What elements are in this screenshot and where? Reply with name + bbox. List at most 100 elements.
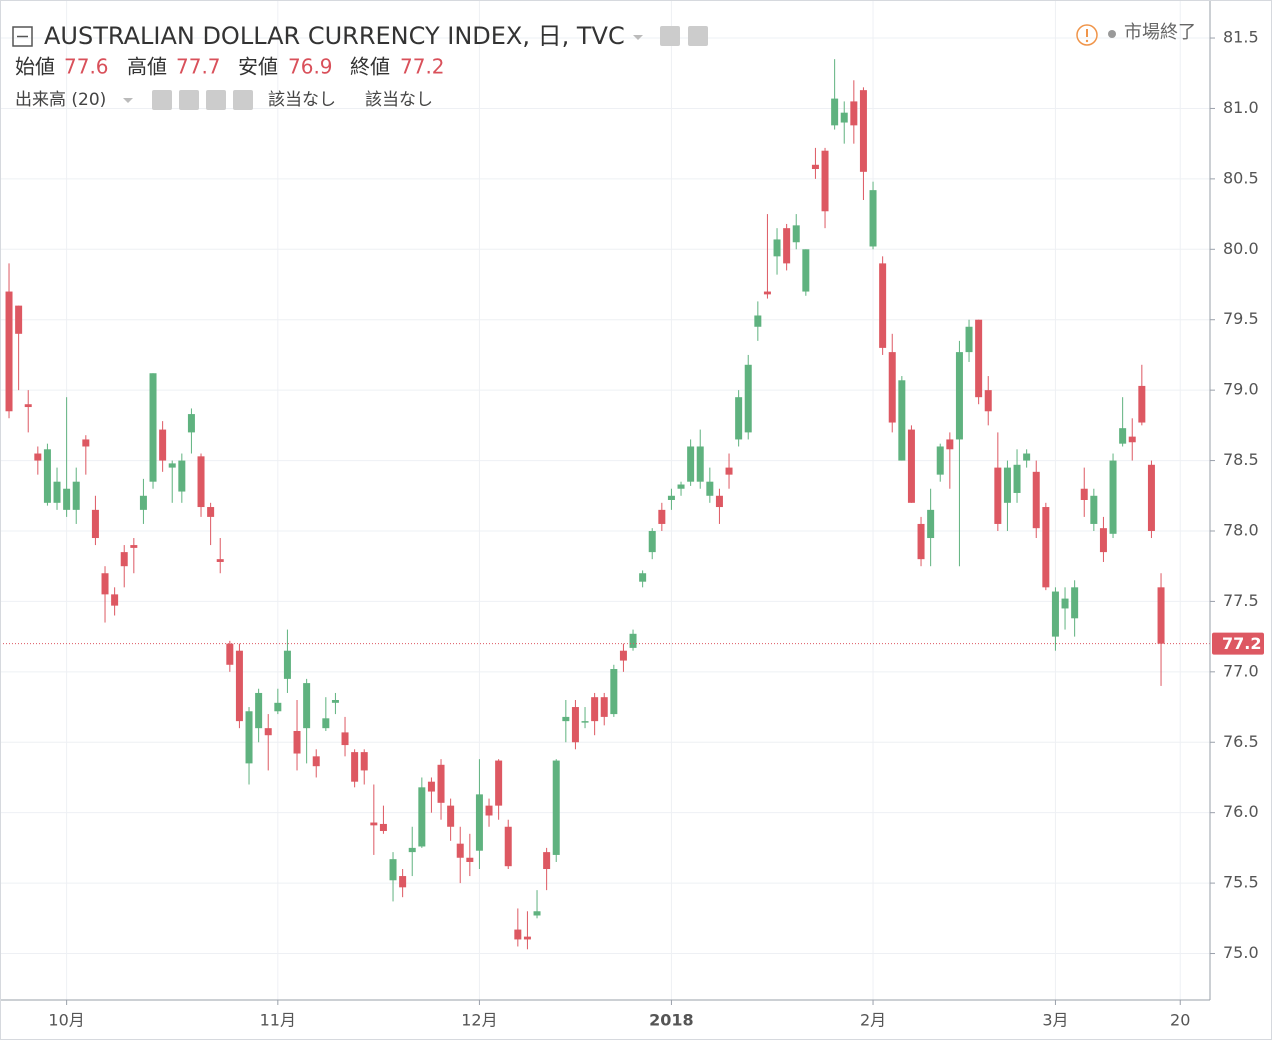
y-tick-label: 75.5 [1223, 873, 1259, 892]
title-dropdown[interactable] [633, 35, 643, 40]
x-tick-label: 2月 [860, 1011, 886, 1030]
settings-button[interactable] [179, 90, 199, 110]
candle-body [197, 456, 205, 508]
candle-body [533, 911, 541, 916]
candle-body [447, 805, 455, 827]
candle-body [283, 650, 291, 679]
candle-body [1061, 598, 1069, 609]
ohlc-value: 76.9 [288, 55, 333, 79]
ohlc-label: 終値 [350, 55, 390, 79]
status-dot [1108, 30, 1116, 38]
settings-button[interactable] [688, 26, 708, 46]
candle-body [303, 683, 311, 729]
candle-body [667, 495, 675, 500]
y-tick-label: 80.5 [1223, 168, 1259, 187]
candle-body [907, 429, 915, 503]
ohlc-value: 77.6 [64, 55, 109, 79]
volume-label: 出来高 (20) [15, 90, 106, 110]
candle-body [53, 481, 61, 503]
eye-button[interactable] [152, 90, 172, 110]
candle-body [159, 429, 167, 461]
candle-body [341, 732, 349, 746]
volume-value: 該当なし [268, 90, 336, 110]
candle-body [312, 756, 320, 767]
x-tick-label: 2018 [649, 1011, 694, 1030]
candle-body [466, 857, 474, 862]
candle-body [15, 305, 23, 334]
candle-body [898, 380, 906, 461]
candle-body [696, 446, 704, 482]
candle-body [360, 752, 368, 771]
status-icon[interactable] [1076, 24, 1098, 46]
ohlc-value: 77.7 [176, 55, 221, 79]
candle-body [379, 823, 387, 831]
candle-body [523, 936, 531, 940]
candle-body [207, 507, 215, 517]
candle-body [226, 643, 234, 665]
candle-body [763, 291, 771, 295]
candle-body [91, 509, 99, 539]
candle-body [139, 495, 147, 510]
candle-body [639, 573, 647, 582]
candle-body [955, 352, 963, 440]
candle-body [168, 463, 176, 468]
ohlc-label: 始値 [15, 55, 55, 79]
collapse-button[interactable] [12, 26, 33, 47]
remove-button[interactable] [233, 90, 253, 110]
candle-body [994, 467, 1002, 524]
candle-body [408, 847, 416, 853]
candle-body [1157, 587, 1165, 644]
add-button[interactable] [206, 90, 226, 110]
candle-body [658, 509, 666, 524]
volume-dropdown[interactable] [123, 98, 133, 103]
candle-body [101, 573, 109, 595]
candle-body [1003, 467, 1011, 503]
y-tick-label: 80.0 [1223, 239, 1259, 258]
candle-body [485, 805, 493, 816]
candle-body [1147, 464, 1155, 531]
ohlc-label: 安値 [238, 55, 278, 79]
x-tick-label: 3月 [1042, 1011, 1068, 1030]
x-tick-label: 20 [1170, 1011, 1190, 1030]
y-tick-label: 81.0 [1223, 98, 1259, 117]
axes: 75.0 75.5 76.0 76.5 77.0 77.5 78.0 78.5 79.0 79.5… [48, 28, 1264, 1030]
candle-body [879, 263, 887, 348]
candle-body [610, 669, 618, 715]
candle-body [43, 449, 51, 503]
candle-body [1042, 507, 1050, 588]
candle-body [24, 404, 32, 408]
candle-body [63, 488, 71, 510]
candle-body [600, 697, 608, 717]
candle-body [216, 559, 224, 562]
candle-body [1051, 591, 1059, 637]
y-tick-label: 78.5 [1223, 450, 1259, 469]
candle-body [72, 481, 80, 510]
candle-body [475, 794, 483, 851]
y-tick-label: 76.5 [1223, 732, 1259, 751]
candle-body [1109, 460, 1117, 534]
candle-body [178, 460, 186, 492]
candle-body [543, 852, 551, 870]
candle-body [5, 291, 13, 412]
candle-body [351, 752, 359, 782]
last-price-label: 77.2 [1222, 634, 1261, 653]
candle-body [571, 707, 579, 743]
candle-body [831, 98, 839, 126]
candle-body [1080, 488, 1088, 500]
candle-body [936, 446, 944, 475]
y-tick-label: 78.0 [1223, 520, 1259, 539]
eye-button[interactable] [660, 26, 680, 46]
candle-body [504, 826, 512, 867]
candle-body [754, 315, 762, 327]
candle-body [427, 781, 435, 792]
candle-body [984, 390, 992, 412]
candle-body [82, 439, 90, 447]
candle-body [399, 876, 407, 888]
candle-body [514, 929, 522, 940]
candle-body [111, 594, 119, 606]
candle-body [389, 859, 397, 881]
candle-body [811, 164, 819, 170]
candle-body [744, 364, 752, 433]
